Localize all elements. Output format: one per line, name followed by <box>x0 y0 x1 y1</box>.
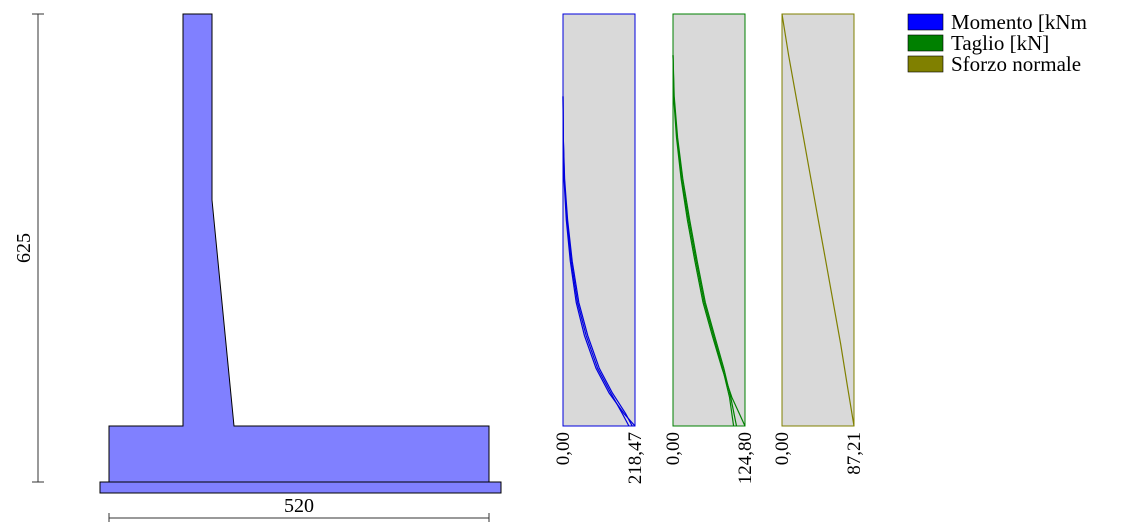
tick-label-sforzo-min: 0,00 <box>772 432 793 465</box>
panel-momento-frame <box>563 14 635 426</box>
width-label: 520 <box>284 495 314 517</box>
wall-stem-and-footing <box>109 14 489 482</box>
panel-momento: 0,00 218,47 <box>553 14 646 484</box>
tick-label-momento-min: 0,00 <box>553 432 574 465</box>
lean-concrete-base <box>100 482 501 493</box>
height-label: 625 <box>13 233 35 263</box>
tick-label-momento-max: 218,47 <box>625 432 646 484</box>
tick-label-sforzo-max: 87,21 <box>844 432 865 475</box>
tick-label-taglio-min: 0,00 <box>663 432 684 465</box>
panel-taglio-frame <box>673 14 745 426</box>
legend-item-sforzo: Sforzo normale <box>908 52 1081 76</box>
legend-label-sforzo: Sforzo normale <box>951 52 1081 76</box>
tick-label-taglio-max: 124,80 <box>735 432 756 484</box>
panel-taglio: 0,00 124,80 <box>663 14 756 484</box>
legend-swatch-taglio <box>908 35 943 51</box>
legend-swatch-momento <box>908 14 943 30</box>
panel-sforzo: 0,00 87,21 <box>772 14 865 475</box>
width-dimension: 520 <box>109 495 489 522</box>
wall-section <box>100 14 501 493</box>
height-dimension: 625 <box>13 14 44 482</box>
diagram-panels: 0,00 218,47 0,00 124,80 0,00 87,21 <box>553 14 865 484</box>
legend-swatch-sforzo <box>908 56 943 72</box>
